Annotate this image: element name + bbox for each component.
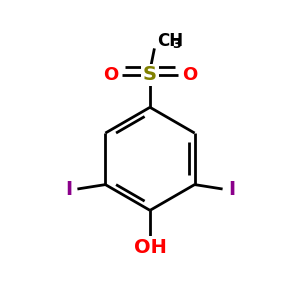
Text: I: I (65, 179, 72, 199)
Text: CH: CH (158, 32, 184, 50)
Text: I: I (228, 179, 235, 199)
Text: 3: 3 (173, 38, 181, 50)
Text: S: S (143, 65, 157, 84)
Text: O: O (182, 66, 197, 84)
Text: OH: OH (134, 238, 166, 257)
Text: O: O (103, 66, 118, 84)
